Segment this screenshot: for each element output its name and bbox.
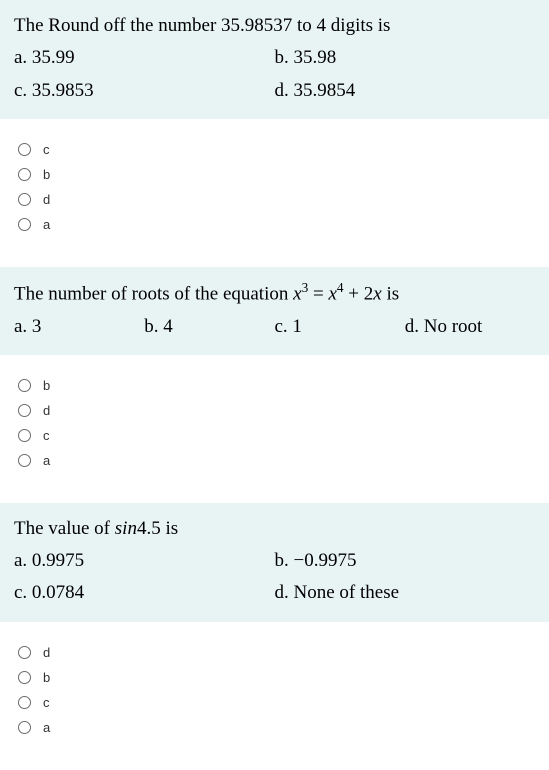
question-2-choice-b: b. 4	[144, 311, 274, 343]
option-q2-d[interactable]: d	[18, 398, 531, 423]
q3-prompt-post: is	[161, 518, 178, 539]
question-3-row-1: a. 0.9975 b. −0.9975	[14, 545, 535, 577]
question-3-choice-c: c. 0.0784	[14, 577, 275, 609]
q2-rhs2: + 2	[344, 283, 374, 304]
question-1-row-1: a. 35.99 b. 35.98	[14, 42, 535, 74]
option-label: b	[43, 167, 50, 182]
question-1-choice-a: a. 35.99	[14, 42, 275, 74]
q2-prompt-post: is	[382, 283, 399, 304]
option-label: a	[43, 720, 50, 735]
radio-icon	[18, 429, 31, 442]
option-label: c	[43, 428, 50, 443]
radio-icon	[18, 454, 31, 467]
option-label: c	[43, 142, 50, 157]
radio-icon	[18, 646, 31, 659]
radio-icon	[18, 193, 31, 206]
option-q3-c[interactable]: c	[18, 690, 531, 715]
question-2-choice-d: d. No root	[405, 311, 535, 343]
radio-icon	[18, 379, 31, 392]
option-label: c	[43, 695, 50, 710]
q2-eq-mid: =	[308, 283, 328, 304]
q3-arg: 4.5	[137, 518, 161, 539]
q2-exp-2: 4	[337, 280, 344, 295]
question-1-prompt: The Round off the number 35.98537 to 4 d…	[14, 10, 535, 42]
q2-var-1: x	[293, 283, 301, 304]
question-1-choice-d: d. 35.9854	[275, 75, 536, 107]
option-label: d	[43, 192, 50, 207]
question-2-choices: a. 3 b. 4 c. 1 d. No root	[14, 311, 535, 343]
question-3-choice-b: b. −0.9975	[275, 545, 536, 577]
option-q3-d[interactable]: d	[18, 640, 531, 665]
q3-fn: sin	[115, 518, 137, 539]
radio-icon	[18, 404, 31, 417]
question-2-choice-c: c. 1	[275, 311, 405, 343]
option-label: d	[43, 403, 50, 418]
question-3-choice-d: d. None of these	[275, 577, 536, 609]
question-1-box: The Round off the number 35.98537 to 4 d…	[0, 0, 549, 119]
radio-icon	[18, 218, 31, 231]
option-label: b	[43, 670, 50, 685]
option-label: d	[43, 645, 50, 660]
option-q3-a[interactable]: a	[18, 715, 531, 740]
question-1-choice-c: c. 35.9853	[14, 75, 275, 107]
option-q1-a[interactable]: a	[18, 212, 531, 237]
radio-icon	[18, 143, 31, 156]
question-1-row-2: c. 35.9853 d. 35.9854	[14, 75, 535, 107]
question-3-box: The value of sin4.5 is a. 0.9975 b. −0.9…	[0, 503, 549, 622]
question-1-choice-b: b. 35.98	[275, 42, 536, 74]
option-q2-a[interactable]: a	[18, 448, 531, 473]
question-2-prompt: The number of roots of the equation x3 =…	[14, 277, 535, 311]
radio-icon	[18, 721, 31, 734]
option-q1-d[interactable]: d	[18, 187, 531, 212]
question-3-prompt: The value of sin4.5 is	[14, 513, 535, 545]
option-label: b	[43, 378, 50, 393]
radio-icon	[18, 696, 31, 709]
question-2-box: The number of roots of the equation x3 =…	[0, 267, 549, 355]
question-3-choice-a: a. 0.9975	[14, 545, 275, 577]
radio-icon	[18, 168, 31, 181]
option-label: a	[43, 217, 50, 232]
option-q2-b[interactable]: b	[18, 373, 531, 398]
question-3-options: d b c a	[0, 622, 549, 770]
q2-prompt-pre: The number of roots of the equation	[14, 283, 293, 304]
option-q3-b[interactable]: b	[18, 665, 531, 690]
question-2-options: b d c a	[0, 355, 549, 503]
option-label: a	[43, 453, 50, 468]
question-1-options: c b d a	[0, 119, 549, 267]
radio-icon	[18, 671, 31, 684]
option-q1-b[interactable]: b	[18, 162, 531, 187]
q2-var-2: x	[328, 283, 336, 304]
option-q2-c[interactable]: c	[18, 423, 531, 448]
question-2-choice-a: a. 3	[14, 311, 144, 343]
question-3-row-2: c. 0.0784 d. None of these	[14, 577, 535, 609]
q2-var-3: x	[373, 283, 381, 304]
q3-prompt-pre: The value of	[14, 518, 115, 539]
option-q1-c[interactable]: c	[18, 137, 531, 162]
